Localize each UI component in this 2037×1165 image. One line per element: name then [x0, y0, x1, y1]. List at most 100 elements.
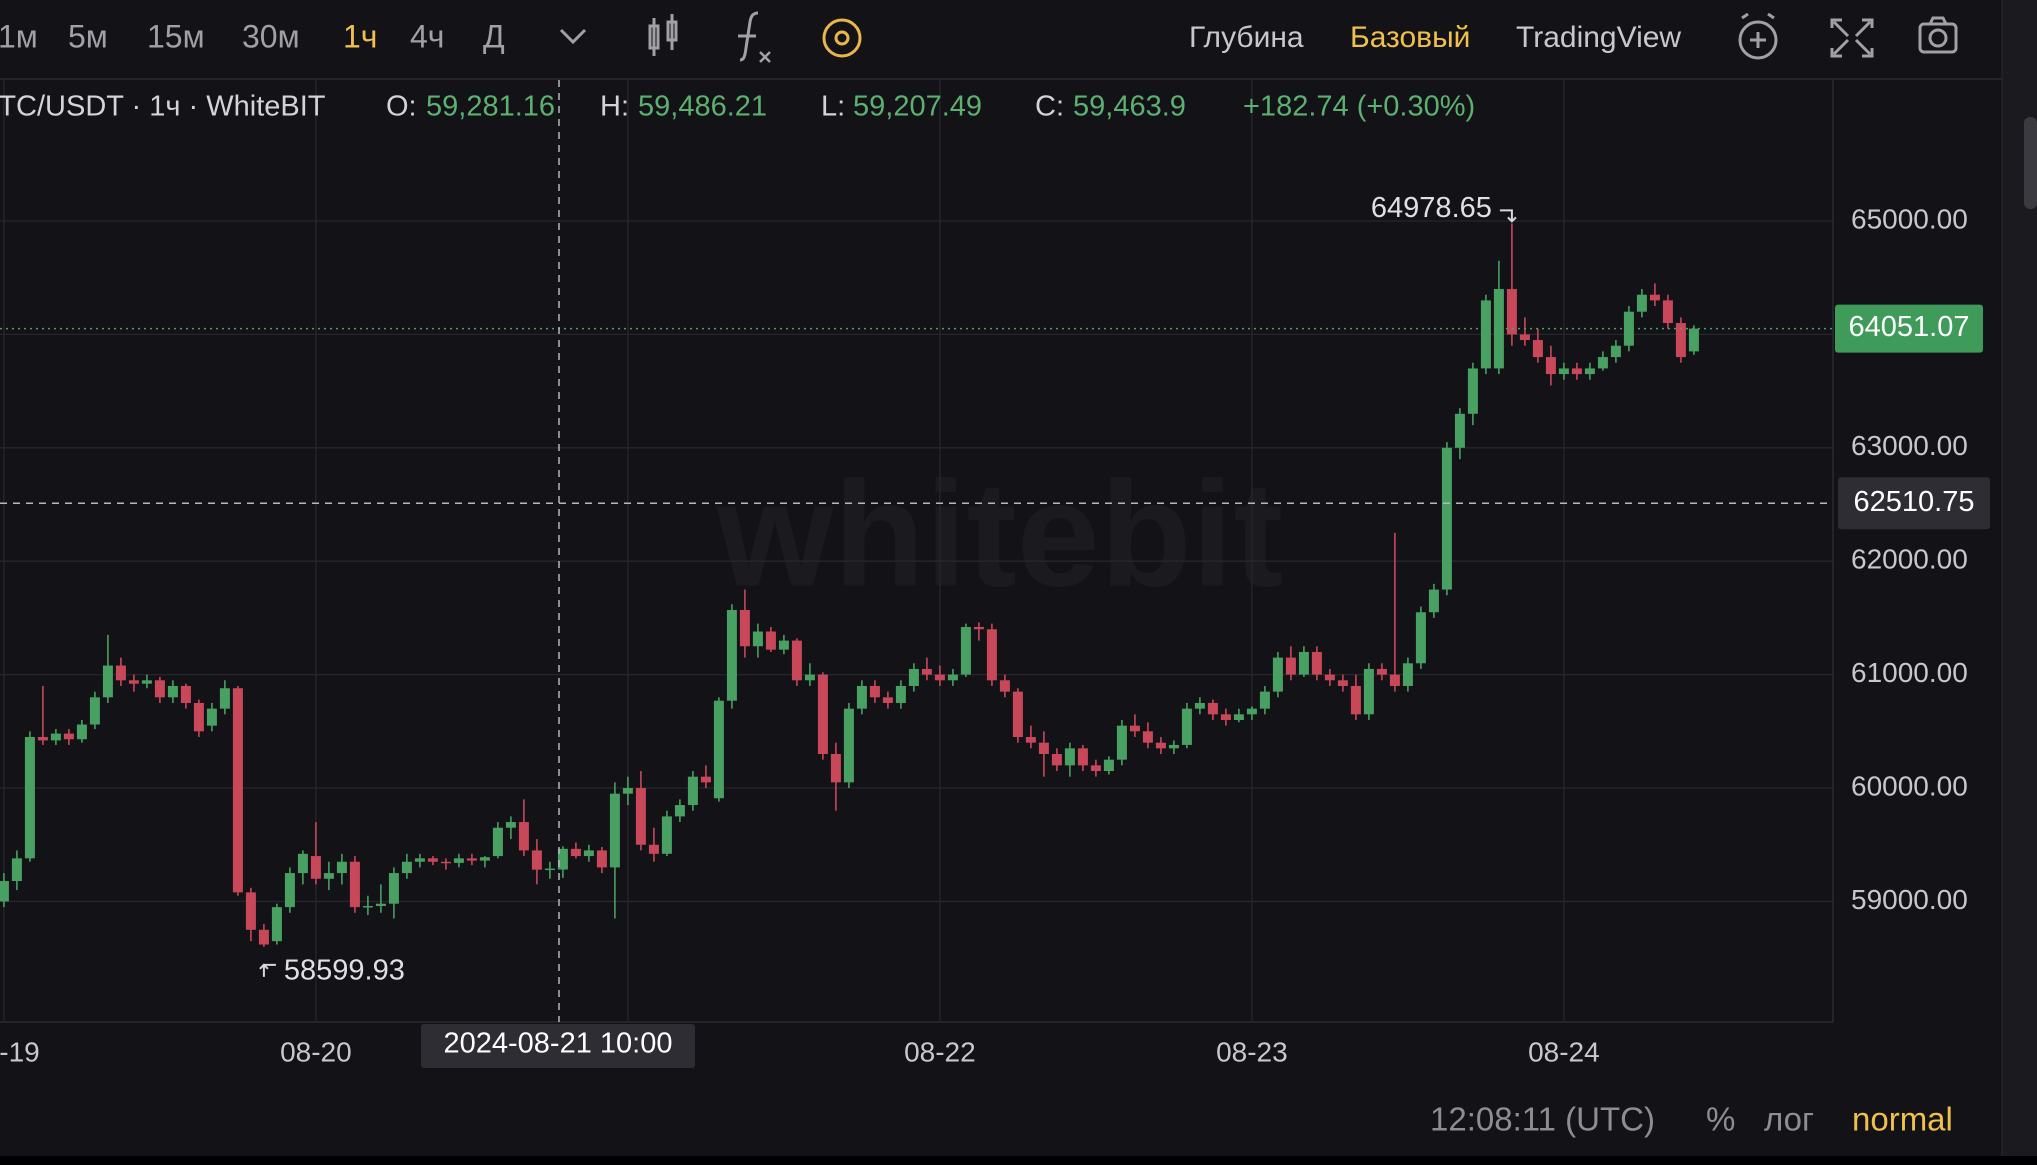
alert-icon[interactable] — [1738, 12, 1778, 60]
candle-body — [1090, 765, 1101, 772]
interval-button[interactable]: 5м — [68, 18, 108, 54]
candle-body — [505, 822, 516, 828]
high-label: 64978.65 — [1371, 192, 1492, 224]
y-tick-label: 60000.00 — [1851, 770, 1968, 801]
interval-button[interactable]: 4ч — [410, 18, 444, 54]
candle-body — [661, 816, 672, 854]
interval-button[interactable]: 1ч — [343, 18, 377, 54]
view-button[interactable]: TradingView — [1516, 21, 1681, 54]
x-tick-label: 08-24 — [1528, 1036, 1600, 1067]
interval-button[interactable]: 1м — [0, 18, 38, 54]
candle-body — [1558, 368, 1569, 375]
candle-body — [739, 609, 750, 647]
high-marker — [1499, 209, 1517, 223]
candle-body — [1376, 668, 1387, 675]
candle-body — [1051, 754, 1062, 766]
low-label: L: — [821, 91, 845, 123]
candle-body — [1233, 714, 1244, 720]
settings-icon[interactable] — [822, 18, 862, 58]
candle-body — [310, 856, 321, 879]
y-tick-label: 63000.00 — [1851, 430, 1968, 461]
candle-body — [1155, 742, 1166, 749]
close-label: C: — [1035, 91, 1064, 123]
candle-body — [479, 857, 490, 861]
candle-body — [999, 680, 1010, 692]
candle-body — [1649, 294, 1660, 301]
candle-body — [518, 822, 529, 851]
footer: 12:08:11 (UTC) % лог normal — [1430, 1101, 1953, 1138]
candle-body — [700, 776, 711, 783]
interval-button[interactable]: 15м — [147, 18, 205, 54]
fullscreen-icon[interactable] — [1830, 18, 1874, 58]
candle-body — [271, 907, 282, 942]
y-tick-label: 65000.00 — [1851, 203, 1968, 234]
candle-body — [1311, 651, 1322, 675]
candle-body — [934, 674, 945, 681]
candle-body — [141, 680, 152, 684]
candle-body — [1064, 748, 1075, 766]
candle-body — [375, 903, 386, 906]
dropdown-icon[interactable] — [559, 28, 587, 45]
x-tick-label: 08-22 — [904, 1036, 976, 1067]
candle-body — [1324, 674, 1335, 681]
candle-body — [1467, 368, 1478, 414]
candle-body — [869, 685, 880, 698]
candle-body — [1441, 447, 1452, 590]
change-value: +182.74 (+0.30%) — [1243, 91, 1475, 123]
candle-body — [1207, 702, 1218, 715]
candle-body — [323, 873, 334, 879]
candle-body — [206, 708, 217, 726]
high-label: H: — [600, 91, 629, 123]
candle-body — [0, 881, 9, 902]
candle-body — [1688, 328, 1699, 352]
candle-body — [1298, 651, 1309, 675]
candle-body — [1597, 357, 1608, 369]
x-tick-label: 08-19 — [0, 1036, 40, 1067]
candle-body — [895, 685, 906, 703]
candle-body — [245, 892, 256, 930]
candle-body — [1337, 680, 1348, 686]
symbol: BTC/USDT · 1ч · WhiteBIT — [0, 91, 326, 123]
candle-body — [1636, 294, 1647, 312]
scrollbar[interactable] — [2024, 117, 2037, 209]
log-toggle[interactable]: лог — [1764, 1101, 1814, 1138]
candle-body — [388, 873, 399, 904]
indicators-icon[interactable] — [738, 11, 771, 63]
percent-toggle[interactable]: % — [1706, 1101, 1735, 1138]
y-tick-label: 61000.00 — [1851, 657, 1968, 688]
normal-toggle[interactable]: normal — [1852, 1101, 1953, 1138]
x-tick-label: 08-20 — [280, 1036, 352, 1067]
candle-body — [1571, 368, 1582, 375]
candle-body — [1194, 702, 1205, 709]
view-button[interactable]: Глубина — [1189, 21, 1304, 54]
candle-body — [102, 665, 113, 698]
candle-body — [1077, 748, 1088, 766]
candle-body — [1493, 289, 1504, 369]
chart-type-icon[interactable] — [648, 14, 678, 56]
open-label: O: — [386, 91, 417, 123]
interval-button[interactable]: Д — [483, 18, 505, 54]
candle-body — [726, 609, 737, 701]
interval-button[interactable]: 30м — [242, 18, 300, 54]
candle-body — [1610, 345, 1621, 358]
crosshair-price-label: 62510.75 — [1854, 486, 1975, 518]
candle-body — [219, 688, 230, 709]
candle-body — [947, 674, 958, 681]
candle-body — [674, 805, 685, 817]
candle-body — [349, 861, 360, 908]
candle-body — [258, 929, 269, 945]
candle-body — [89, 697, 100, 725]
candle-body — [1285, 657, 1296, 675]
close-value: 59,463.9 — [1073, 91, 1186, 123]
plot-area: whitebit 59000.00 60000.00 61000.00 62000.00… — [0, 80, 1990, 1068]
screenshot-icon[interactable] — [1918, 16, 1958, 54]
candle-body — [908, 668, 919, 686]
candle-body — [1480, 300, 1491, 369]
y-tick-label: 59000.00 — [1851, 884, 1968, 915]
candle-body — [1402, 663, 1413, 686]
view-button[interactable]: Базовый — [1350, 21, 1470, 54]
candle-body — [440, 861, 451, 864]
candle-body — [570, 848, 581, 857]
candle-body — [817, 674, 828, 755]
